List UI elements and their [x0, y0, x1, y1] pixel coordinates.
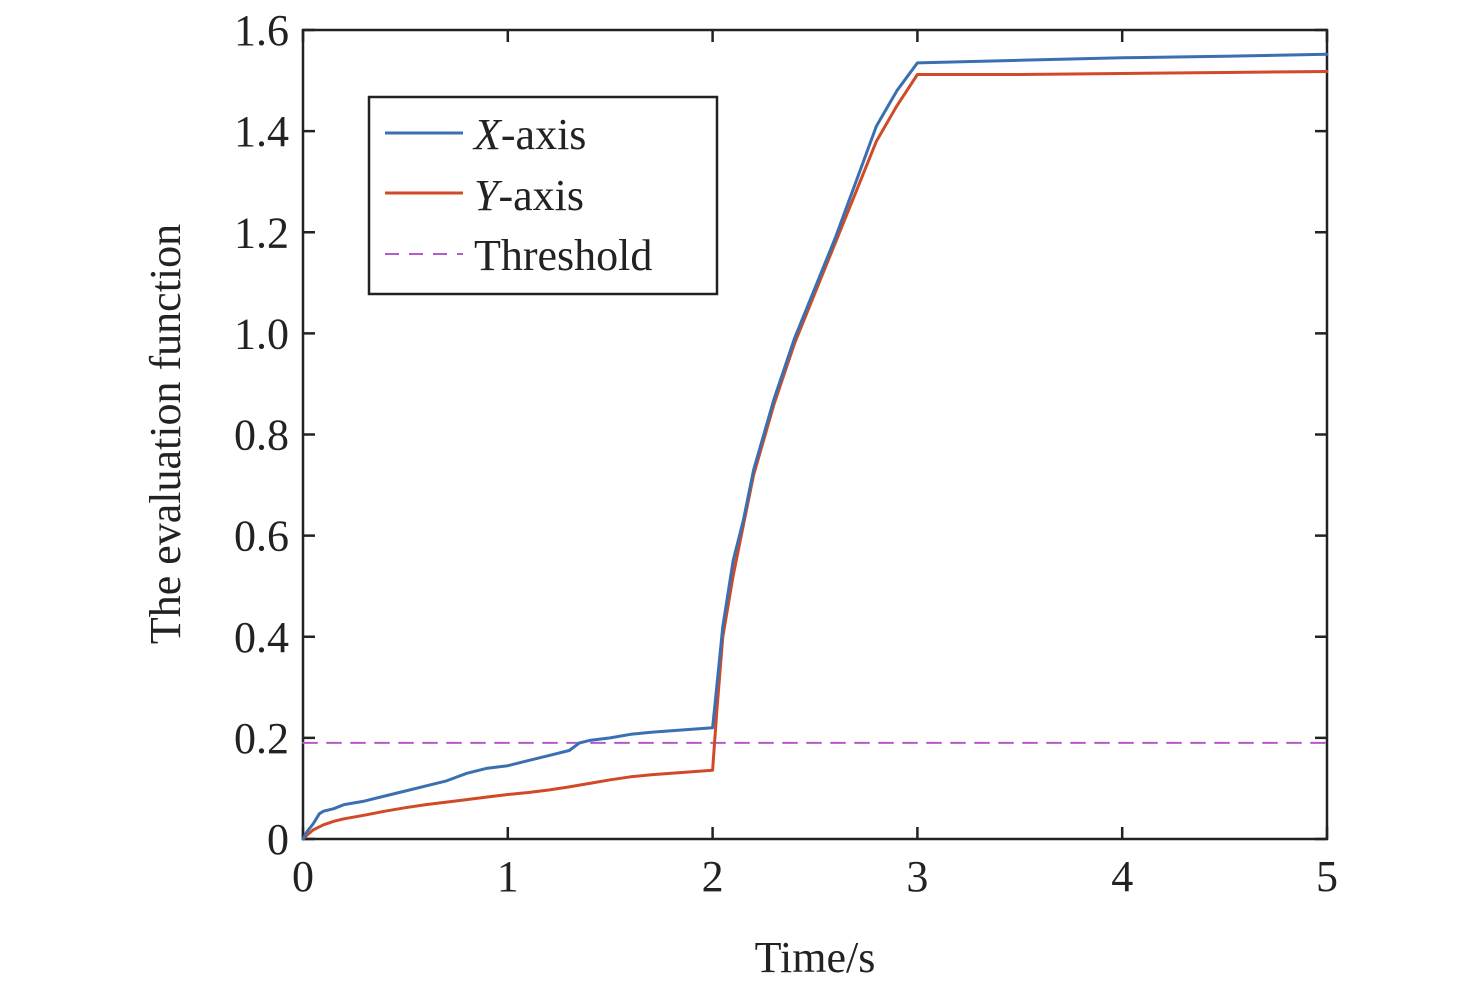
y-tick-label-2: 0.4 [234, 613, 289, 662]
y-axis-title: The evaluation function [141, 224, 190, 644]
legend-label-y-axis-italic: Y [474, 171, 503, 220]
legend: X-axis Y-axis Threshold [367, 95, 719, 296]
ticks-layer: 0 1 2 3 4 5 0 0.2 0.4 0.6 0.8 1.0 1.2 1.4 1.6 [234, 6, 1338, 901]
legend-label-y-axis-rest: -axis [498, 171, 584, 220]
y-tick-label-1: 0.2 [234, 714, 289, 763]
x-tick-label-1: 1 [497, 852, 519, 901]
y-tick-label-5: 1.0 [234, 309, 289, 358]
x-tick-label-3: 3 [906, 852, 928, 901]
y-tick-label-8: 1.6 [234, 6, 289, 55]
series-line-y-axis [301, 70, 1329, 841]
legend-label-threshold: Threshold [474, 231, 652, 280]
x-tick-label-4: 4 [1111, 852, 1133, 901]
y-tick-label-6: 1.2 [234, 208, 289, 257]
x-axis-title: Time/s [755, 933, 876, 982]
legend-box [367, 95, 719, 296]
x-tick-label-2: 2 [702, 852, 724, 901]
legend-label-y-axis: Y-axis [474, 171, 584, 220]
y-tick-label-3: 0.6 [234, 512, 289, 561]
y-tick-label-0: 0 [267, 815, 289, 864]
series-layer [301, 52, 1329, 841]
legend-label-x-axis-rest: -axis [501, 110, 587, 159]
x-tick-label-0: 0 [292, 852, 314, 901]
y-tick-label-7: 1.4 [234, 107, 289, 156]
x-tick-label-5: 5 [1316, 852, 1338, 901]
y-tick-label-4: 0.8 [234, 411, 289, 460]
legend-label-x-axis-italic: X [472, 110, 503, 159]
legend-label-x-axis: X-axis [472, 110, 586, 159]
series-line-x-axis [301, 52, 1329, 841]
